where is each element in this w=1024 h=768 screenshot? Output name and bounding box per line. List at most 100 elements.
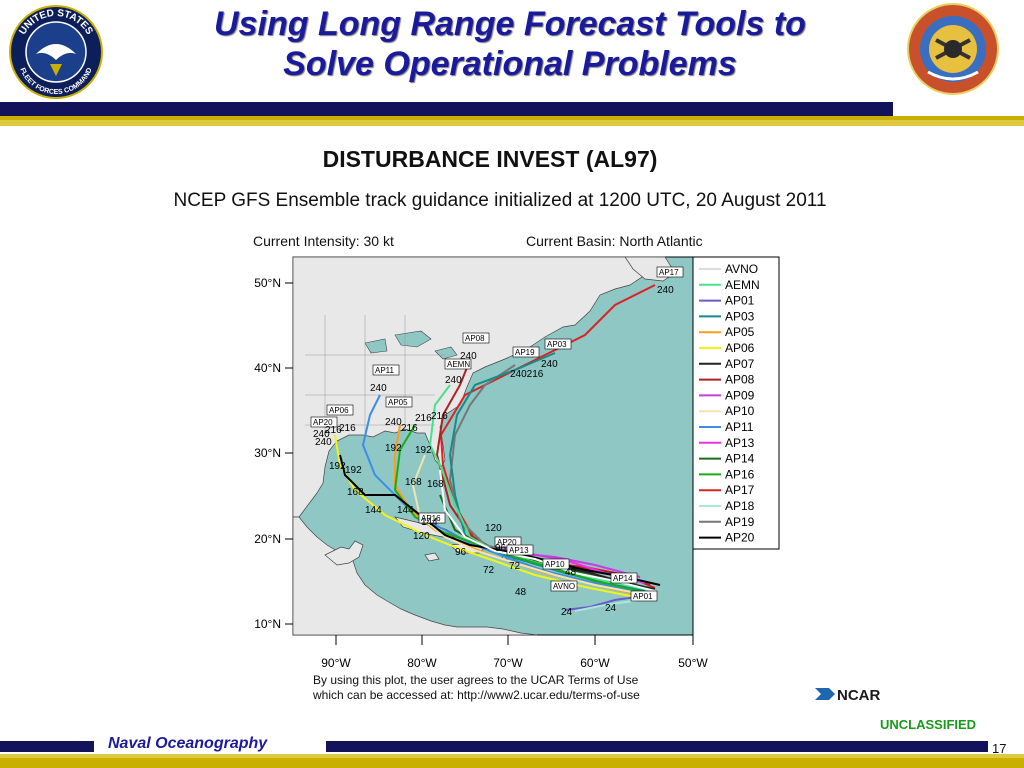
hour-label: 216 xyxy=(339,423,356,434)
ncar-logo-text: NCAR xyxy=(837,687,880,704)
classification-label: UNCLASSIFIED xyxy=(880,717,977,732)
hour-label: 192 xyxy=(385,443,402,454)
hour-label: 192 xyxy=(329,461,346,472)
track-tag-box xyxy=(372,364,400,376)
legend-entry: AP20 xyxy=(725,531,755,545)
state-borders xyxy=(305,315,445,435)
lat-label: 40°N xyxy=(254,361,281,375)
hour-label: 168 xyxy=(347,487,364,498)
track-ap11 xyxy=(361,394,641,594)
footer-band-gold xyxy=(0,758,1024,768)
hour-label: 216 xyxy=(415,413,432,424)
naval-oceanography-seal xyxy=(906,2,1000,96)
hour-label: 192 xyxy=(345,465,362,476)
legend-entry: AP01 xyxy=(725,294,755,308)
hour-label: 240 xyxy=(370,383,387,394)
legend-entry: AP06 xyxy=(725,341,755,355)
land-masses xyxy=(292,256,676,636)
legend-entry: AP14 xyxy=(725,452,755,466)
track-tag-box xyxy=(506,544,534,556)
hour-label: 48 xyxy=(565,567,577,578)
hour-label: 120 xyxy=(485,523,502,534)
track-ap09 xyxy=(514,552,641,578)
legend-entry: AP16 xyxy=(725,467,755,481)
lat-label: 50°N xyxy=(254,276,281,290)
terms-line-2: which can be accessed at: http://www2.uc… xyxy=(313,688,640,702)
header-band-navy xyxy=(0,102,893,116)
page-title: Using Long Range Forecast Tools to Solve… xyxy=(150,4,870,84)
track-ap18 xyxy=(574,599,641,612)
lat-label: 10°N xyxy=(254,617,281,631)
lat-ticks: 50°N 40°N 30°N 20°N 10°N xyxy=(254,276,293,631)
lat-label: 30°N xyxy=(254,446,281,460)
track-tag: AVNO xyxy=(553,582,575,591)
track-ap07 xyxy=(554,564,656,590)
hour-labels: 2402402402402162402402162402162402402162… xyxy=(313,285,674,618)
track-tag: AP19 xyxy=(515,348,535,357)
hour-label: 144 xyxy=(421,517,438,528)
track-tag-box xyxy=(542,558,570,570)
legend-entry: AP07 xyxy=(725,357,755,371)
hour-label: 24 xyxy=(605,603,617,614)
hour-label: 72 xyxy=(483,565,495,576)
track-tag-box xyxy=(418,512,446,524)
hour-label: 216 xyxy=(431,411,448,422)
legend-entry: AP09 xyxy=(725,388,755,402)
title-line-2: Solve Operational Problems xyxy=(283,45,737,83)
hour-label: 240 xyxy=(315,437,332,448)
track-ap20 xyxy=(339,454,661,586)
lon-label: 70°W xyxy=(493,656,523,670)
footer-band-gold-light xyxy=(0,754,1024,758)
track-tag-box xyxy=(630,590,658,602)
hour-label: 24 xyxy=(561,607,573,618)
track-tag-box xyxy=(512,346,540,358)
legend-entry: AP05 xyxy=(725,325,755,339)
hour-label: 216 xyxy=(401,423,418,434)
track-tag: AP13 xyxy=(509,546,529,555)
lon-label: 50°W xyxy=(678,656,708,670)
hour-label: 168 xyxy=(427,479,444,490)
track-tag-box xyxy=(444,358,472,370)
hour-label: 240 xyxy=(657,285,674,296)
track-map: AP17 AP08 AP19 AP03 AEMN AP11 AP05 AP06 AP20 AP16… xyxy=(245,255,785,676)
track-tag: AP16 xyxy=(421,514,441,523)
legend-entry: AP18 xyxy=(725,499,755,513)
legend-entry: AP17 xyxy=(725,483,755,497)
header-band-gold xyxy=(0,116,1024,120)
hour-label: 240 xyxy=(385,417,402,428)
hour-label: 240216 xyxy=(510,369,544,380)
track-tag-box xyxy=(385,396,413,408)
lon-label: 60°W xyxy=(580,656,610,670)
page-number: 17 xyxy=(992,741,1007,756)
lat-label: 20°N xyxy=(254,532,281,546)
legend-entry: AP08 xyxy=(725,373,755,387)
track-tag-box xyxy=(310,416,338,428)
figure-subheading: NCEP GFS Ensemble track guidance initial… xyxy=(173,190,827,211)
track-ap10 xyxy=(411,454,638,594)
track-tag: AP08 xyxy=(465,334,485,343)
track-tag: AP11 xyxy=(375,366,395,375)
current-basin: Current Basin: North Atlantic xyxy=(526,233,703,249)
legend-entry: AP13 xyxy=(725,436,755,450)
track-tag: AP10 xyxy=(545,560,565,569)
track-tag: AP06 xyxy=(329,406,349,415)
lon-label: 80°W xyxy=(407,656,437,670)
legend-entry: AP19 xyxy=(725,515,755,529)
legend-entry: AEMN xyxy=(725,278,760,292)
hour-label: 240 xyxy=(313,429,330,440)
track-tag-box xyxy=(544,338,572,350)
hour-label: 72 xyxy=(509,561,521,572)
track-tag: AP03 xyxy=(547,340,567,349)
hour-label: 240 xyxy=(541,359,558,370)
terms-line-1: By using this plot, the user agrees to t… xyxy=(313,673,639,687)
track-tag-box xyxy=(326,404,354,416)
track-tag: AP14 xyxy=(613,574,633,583)
hour-label: 192 xyxy=(415,445,432,456)
track-tag: AEMN xyxy=(447,360,470,369)
legend-entry: AP03 xyxy=(725,309,755,323)
hour-label: 144 xyxy=(397,505,414,516)
legend-entry: AP11 xyxy=(725,420,754,434)
title-line-1: Using Long Range Forecast Tools to xyxy=(214,5,806,43)
hour-label: 48 xyxy=(515,587,527,598)
fleet-forces-seal: UNITED STATES FLEET FORCES COMMAND xyxy=(6,4,106,100)
